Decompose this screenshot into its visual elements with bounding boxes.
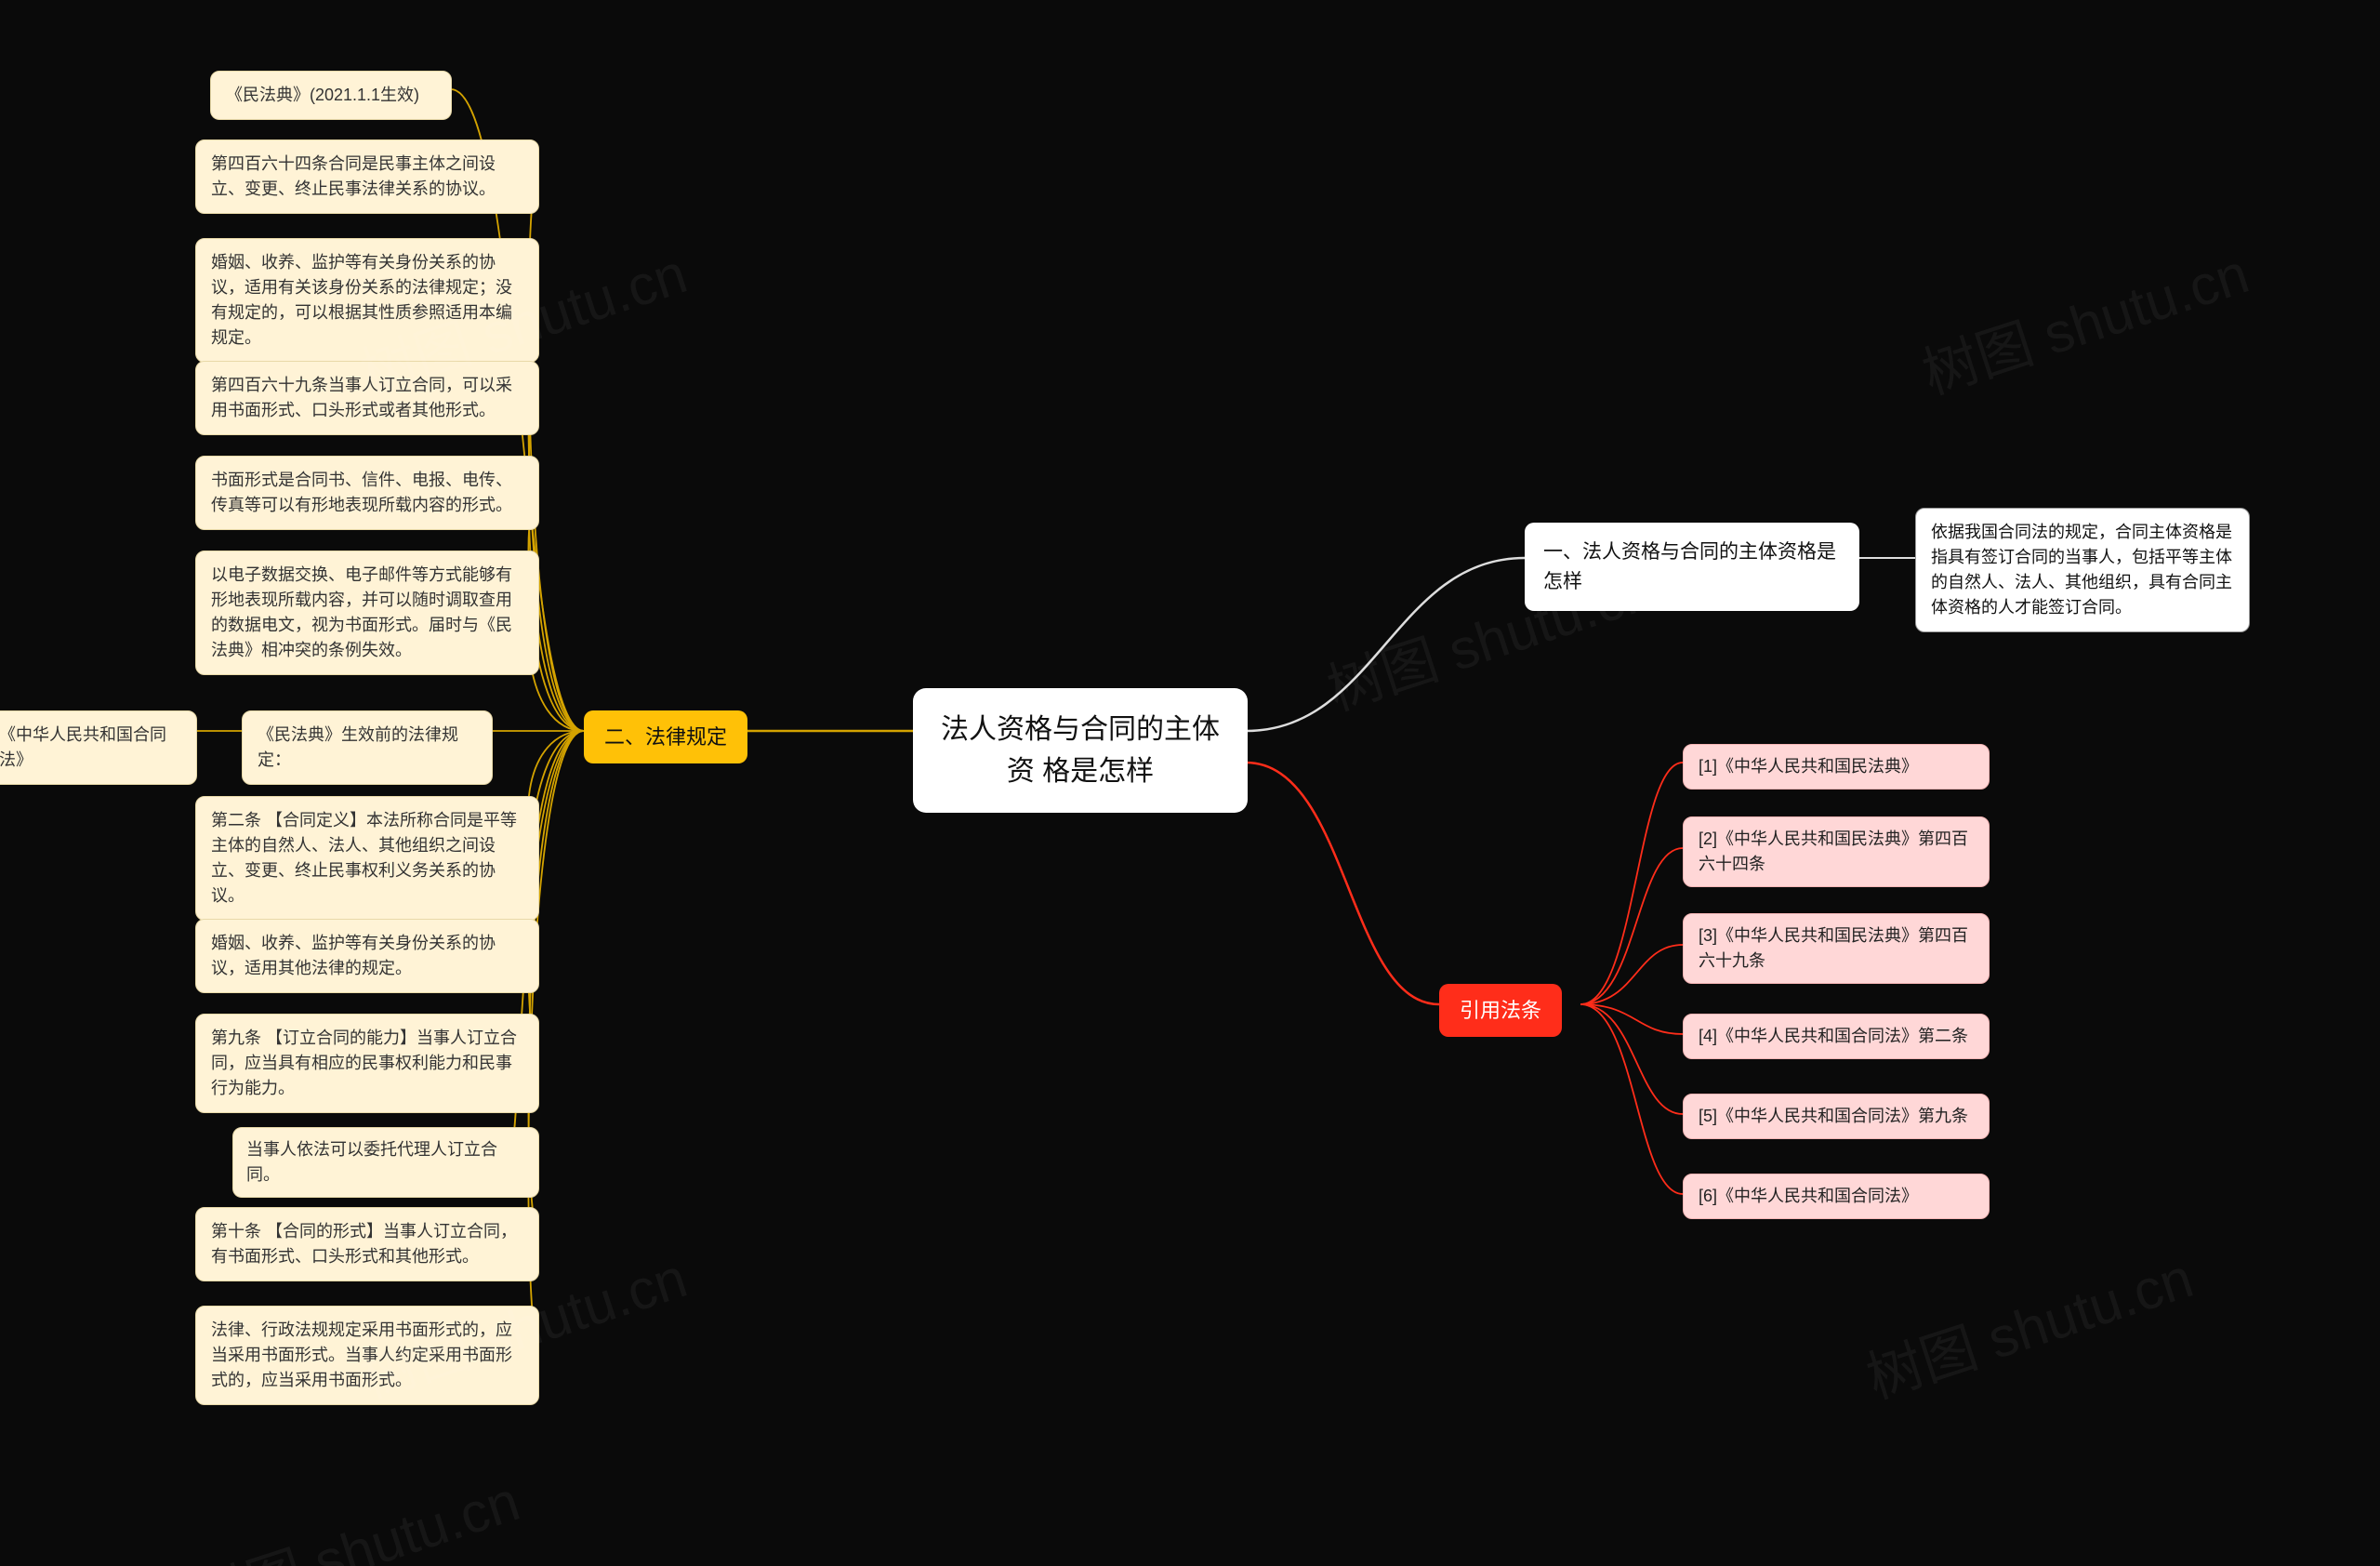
leaf-text: [2]《中华人民共和国民法典》第四百六十四条 [1699,829,1968,873]
branch1-leaf-text: 依据我国合同法的规定，合同主体资格是指具有签订合同的当事人，包括平等主体的自然人… [1931,523,2232,617]
leaf-text: 第二条 【合同定义】本法所称合同是平等主体的自然人、法人、其他组织之间设立、变更… [211,811,517,905]
branch2-leaf-8[interactable]: 第九条 【订立合同的能力】当事人订立合同，应当具有相应的民事权利能力和民事行为能… [195,1014,539,1113]
branch2-leaf-10[interactable]: 第十条 【合同的形式】当事人订立合同，有书面形式、口头形式和其他形式。 [195,1207,539,1281]
leaf-text: 婚姻、收养、监护等有关身份关系的协议，适用其他法律的规定。 [211,934,496,977]
branch2-leaf-1[interactable]: 第四百六十四条合同是民事主体之间设立、变更、终止民事法律关系的协议。 [195,139,539,214]
branch2-leaf-7[interactable]: 婚姻、收养、监护等有关身份关系的协议，适用其他法律的规定。 [195,919,539,993]
branch2-leaf-2[interactable]: 婚姻、收养、监护等有关身份关系的协议，适用有关该身份关系的法律规定；没有规定的，… [195,238,539,363]
leaf-text: 第十条 【合同的形式】当事人订立合同，有书面形式、口头形式和其他形式。 [211,1222,517,1266]
leaf-text: [6]《中华人民共和国合同法》 [1699,1187,1918,1205]
branch3-leaf-5[interactable]: [6]《中华人民共和国合同法》 [1683,1174,1990,1219]
branch1-node[interactable]: 一、法人资格与合同的主体资格是怎样 [1525,523,1859,611]
leaf-text: 第四百六十九条当事人订立合同，可以采用书面形式、口头形式或者其他形式。 [211,376,512,419]
leaf-text: 书面形式是合同书、信件、电报、电传、传真等可以有形地表现所载内容的形式。 [211,471,512,514]
branch2-leaf-11[interactable]: 法律、行政法规规定采用书面形式的，应当采用书面形式。当事人约定采用书面形式的，应… [195,1306,539,1405]
branch3-leaf-1[interactable]: [2]《中华人民共和国民法典》第四百六十四条 [1683,816,1990,887]
branch2-sub-a-child[interactable]: 《中华人民共和国合同法》 [0,710,197,785]
branch1-label: 一、法人资格与合同的主体资格是怎样 [1543,541,1836,592]
branch2-sub-a[interactable]: 《民法典》生效前的法律规定： [242,710,493,785]
branch3-leaf-3[interactable]: [4]《中华人民共和国合同法》第二条 [1683,1014,1990,1059]
leaf-text: 《民法典》生效前的法律规定： [258,725,458,769]
center-label: 法人资格与合同的主体资 格是怎样 [941,714,1220,787]
branch1-leaf[interactable]: 依据我国合同法的规定，合同主体资格是指具有签订合同的当事人，包括平等主体的自然人… [1915,508,2250,632]
branch2-leaf-0[interactable]: 《民法典》(2021.1.1生效) [210,71,452,120]
watermark: 树图 shutu.cn [1855,1233,2202,1414]
center-node[interactable]: 法人资格与合同的主体资 格是怎样 [913,688,1248,813]
leaf-text: 法律、行政法规规定采用书面形式的，应当采用书面形式。当事人约定采用书面形式的，应… [211,1320,512,1389]
branch3-leaf-0[interactable]: [1]《中华人民共和国民法典》 [1683,744,1990,790]
leaf-text: 第九条 【订立合同的能力】当事人订立合同，应当具有相应的民事权利能力和民事行为能… [211,1029,517,1097]
branch2-leaf-5[interactable]: 以电子数据交换、电子邮件等方式能够有形地表现所载内容，并可以随时调取查用的数据电… [195,551,539,675]
branch3-label: 引用法条 [1460,999,1541,1022]
branch3-leaf-2[interactable]: [3]《中华人民共和国民法典》第四百六十九条 [1683,913,1990,984]
leaf-text: 第四百六十四条合同是民事主体之间设立、变更、终止民事法律关系的协议。 [211,154,496,198]
branch2-node[interactable]: 二、法律规定 [584,710,747,763]
leaf-text: [3]《中华人民共和国民法典》第四百六十九条 [1699,926,1968,970]
leaf-text: [1]《中华人民共和国民法典》 [1699,757,1918,776]
leaf-text: [5]《中华人民共和国合同法》第九条 [1699,1107,1968,1125]
branch2-leaf-3[interactable]: 第四百六十九条当事人订立合同，可以采用书面形式、口头形式或者其他形式。 [195,361,539,435]
branch2-label: 二、法律规定 [604,725,727,749]
leaf-text: 以电子数据交换、电子邮件等方式能够有形地表现所载内容，并可以随时调取查用的数据电… [211,565,512,659]
leaf-text: 《民法典》(2021.1.1生效) [226,86,419,104]
leaf-text: 婚姻、收养、监护等有关身份关系的协议，适用有关该身份关系的法律规定；没有规定的，… [211,253,512,347]
leaf-text: 《中华人民共和国合同法》 [0,725,166,769]
watermark: 树图 shutu.cn [1911,229,2257,410]
branch2-leaf-9[interactable]: 当事人依法可以委托代理人订立合同。 [232,1127,539,1198]
leaf-text: [4]《中华人民共和国合同法》第二条 [1699,1027,1968,1045]
branch3-leaf-4[interactable]: [5]《中华人民共和国合同法》第九条 [1683,1094,1990,1139]
branch3-node[interactable]: 引用法条 [1439,984,1562,1037]
watermark: 树图 shutu.cn [181,1456,528,1566]
leaf-text: 当事人依法可以委托代理人订立合同。 [246,1140,497,1184]
branch2-leaf-6[interactable]: 第二条 【合同定义】本法所称合同是平等主体的自然人、法人、其他组织之间设立、变更… [195,796,539,921]
branch2-leaf-4[interactable]: 书面形式是合同书、信件、电报、电传、传真等可以有形地表现所载内容的形式。 [195,456,539,530]
